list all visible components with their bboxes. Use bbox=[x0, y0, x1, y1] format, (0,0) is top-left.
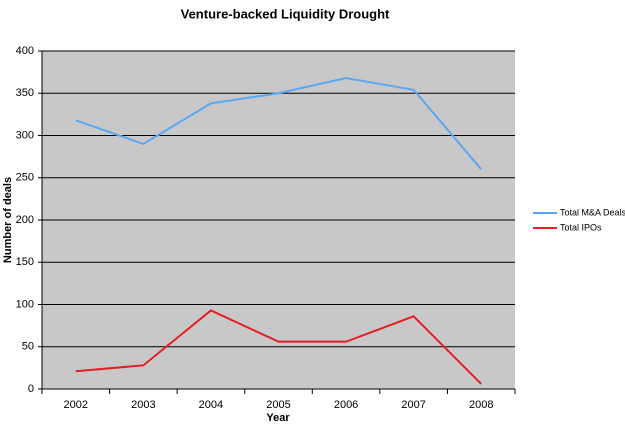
y-tick-label: 50 bbox=[22, 341, 34, 353]
x-tick-label: 2006 bbox=[334, 399, 358, 411]
legend-label: Total M&A Deals bbox=[560, 207, 625, 217]
y-axis-label: Number of deals bbox=[2, 177, 14, 263]
y-tick-label: 100 bbox=[16, 298, 34, 310]
y-tick-label: 300 bbox=[16, 129, 34, 141]
x-tick-label: 2008 bbox=[469, 399, 493, 411]
x-tick-label: 2002 bbox=[64, 399, 88, 411]
y-tick-label: 150 bbox=[16, 256, 34, 268]
x-tick-label: 2003 bbox=[131, 399, 155, 411]
legend-label: Total IPOs bbox=[560, 222, 602, 232]
chart-title: Venture-backed Liquidity Drought bbox=[181, 6, 390, 21]
x-tick-label: 2005 bbox=[266, 399, 290, 411]
y-tick-label: 0 bbox=[28, 383, 34, 395]
y-tick-label: 400 bbox=[16, 45, 34, 57]
x-tick-label: 2004 bbox=[199, 399, 223, 411]
x-axis-label: Year bbox=[266, 412, 290, 424]
y-tick-label: 350 bbox=[16, 87, 34, 99]
series-line bbox=[75, 77, 482, 170]
x-tick-label: 2007 bbox=[401, 399, 425, 411]
y-tick-label: 250 bbox=[16, 172, 34, 184]
series-line bbox=[75, 309, 482, 385]
y-tick-label: 200 bbox=[16, 214, 34, 226]
